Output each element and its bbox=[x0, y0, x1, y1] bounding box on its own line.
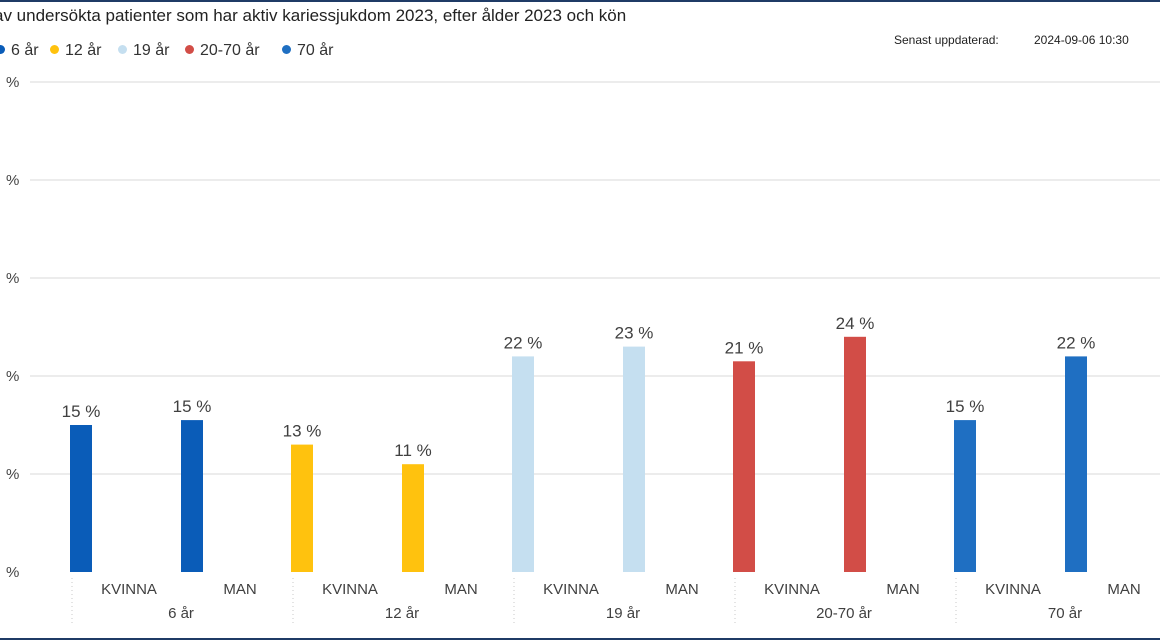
legend-label: 6 år bbox=[11, 42, 39, 59]
legend-marker bbox=[0, 45, 5, 54]
bar bbox=[402, 464, 424, 572]
x-category-label: KVINNA bbox=[322, 581, 378, 598]
bar bbox=[512, 356, 534, 572]
x-category-label: MAN bbox=[886, 581, 919, 598]
legend-label: 12 år bbox=[65, 42, 102, 59]
x-group-label: 70 år bbox=[1048, 605, 1082, 622]
legend-item-6-ar[interactable]: 6 år bbox=[0, 42, 39, 60]
x-group-label: 19 år bbox=[606, 605, 640, 622]
x-group-label: 12 år bbox=[385, 605, 419, 622]
data-label: 23 % bbox=[615, 324, 654, 343]
y-tick-label: % bbox=[6, 368, 19, 385]
data-label: 22 % bbox=[504, 333, 543, 352]
legend-item-70-ar[interactable]: 70 år bbox=[282, 42, 333, 60]
x-category-label: KVINNA bbox=[764, 581, 820, 598]
legend-marker bbox=[185, 45, 194, 54]
legend-label: 70 år bbox=[297, 42, 334, 59]
x-category-label: MAN bbox=[665, 581, 698, 598]
y-tick-label: % bbox=[6, 466, 19, 483]
legend-marker bbox=[282, 45, 291, 54]
y-tick-label: % bbox=[6, 270, 19, 287]
bar bbox=[70, 425, 92, 572]
x-category-label: KVINNA bbox=[543, 581, 599, 598]
data-label: 21 % bbox=[725, 338, 764, 357]
data-label: 15 % bbox=[946, 397, 985, 416]
x-group-label: 6 år bbox=[168, 605, 194, 622]
bar bbox=[733, 361, 755, 572]
bar bbox=[954, 420, 976, 572]
x-category-label: MAN bbox=[223, 581, 256, 598]
chart-title: av undersökta patienter som har aktiv ka… bbox=[0, 6, 627, 25]
y-tick-label: % bbox=[6, 564, 19, 581]
legend-marker bbox=[118, 45, 127, 54]
x-category-label: KVINNA bbox=[985, 581, 1041, 598]
bar bbox=[844, 336, 866, 572]
last-updated-value: 2024-09-06 10:30 bbox=[1034, 33, 1129, 47]
legend-item-20-70-ar[interactable]: 20-70 år bbox=[185, 42, 260, 60]
data-label: 11 % bbox=[394, 441, 432, 460]
legend-item-19-ar[interactable]: 19 år bbox=[118, 42, 169, 60]
x-category-label: MAN bbox=[1107, 581, 1140, 598]
x-group-label: 20-70 år bbox=[816, 605, 872, 622]
bar bbox=[623, 346, 645, 572]
bar bbox=[181, 420, 203, 572]
last-updated-label: Senast uppdaterad: bbox=[894, 33, 999, 47]
legend-label: 19 år bbox=[133, 42, 170, 59]
last-updated: Senast uppdaterad: 2024-09-06 10:30 bbox=[894, 33, 1129, 47]
legend-label: 20-70 år bbox=[200, 42, 260, 59]
data-label: 24 % bbox=[836, 314, 875, 333]
y-tick-label: % bbox=[6, 74, 19, 91]
data-label: 13 % bbox=[283, 422, 322, 441]
y-tick-label: % bbox=[6, 172, 19, 189]
legend-item-12-ar[interactable]: 12 år bbox=[50, 42, 101, 60]
x-category-label: KVINNA bbox=[101, 581, 157, 598]
bar bbox=[1065, 356, 1087, 572]
x-category-label: MAN bbox=[444, 581, 477, 598]
bar bbox=[291, 444, 313, 572]
data-label: 22 % bbox=[1057, 333, 1096, 352]
data-label: 15 % bbox=[173, 397, 212, 416]
legend-marker bbox=[50, 45, 59, 54]
data-label: 15 % bbox=[62, 402, 101, 421]
